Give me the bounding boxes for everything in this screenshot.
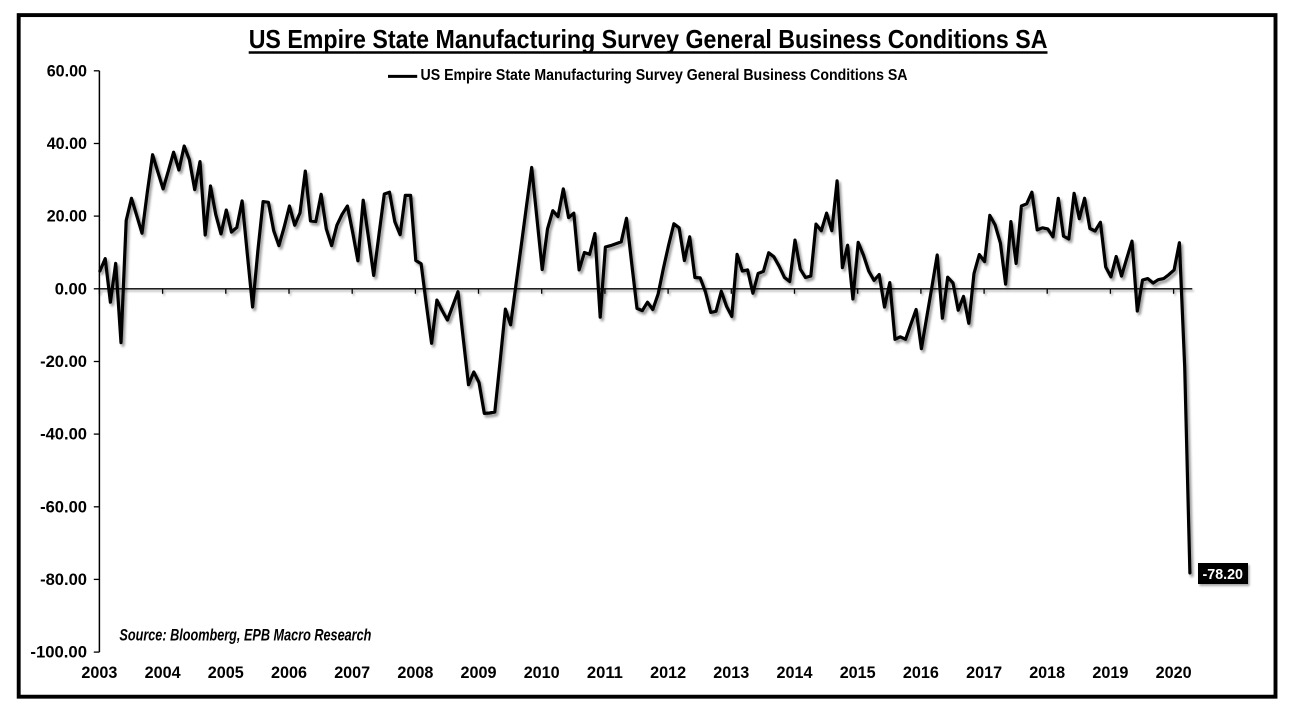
- svg-text:-100.00: -100.00: [30, 643, 87, 662]
- svg-text:2018: 2018: [1029, 663, 1065, 682]
- svg-text:Source: Bloomberg, EPB Macro R: Source: Bloomberg, EPB Macro Research: [119, 626, 371, 644]
- svg-text:2016: 2016: [903, 663, 939, 682]
- svg-text:20.00: 20.00: [47, 207, 87, 226]
- svg-text:2005: 2005: [208, 663, 244, 682]
- svg-text:-60.00: -60.00: [40, 497, 87, 516]
- svg-text:60.00: 60.00: [47, 61, 87, 80]
- svg-text:0.00: 0.00: [55, 279, 87, 298]
- svg-text:2019: 2019: [1092, 663, 1128, 682]
- svg-text:2012: 2012: [650, 663, 686, 682]
- svg-text:2014: 2014: [777, 663, 814, 682]
- svg-text:2017: 2017: [966, 663, 1002, 682]
- svg-text:2004: 2004: [145, 663, 182, 682]
- svg-text:2013: 2013: [713, 663, 749, 682]
- svg-text:2011: 2011: [587, 663, 623, 682]
- svg-text:-20.00: -20.00: [40, 352, 87, 371]
- svg-text:2009: 2009: [461, 663, 497, 682]
- svg-text:US Empire State Manufacturing: US Empire State Manufacturing Survey Gen…: [421, 67, 908, 84]
- svg-text:2010: 2010: [524, 663, 560, 682]
- svg-text:2006: 2006: [271, 663, 307, 682]
- svg-text:-40.00: -40.00: [40, 425, 87, 444]
- svg-text:-78.20: -78.20: [1203, 566, 1244, 583]
- svg-text:2015: 2015: [840, 663, 876, 682]
- svg-text:-80.00: -80.00: [40, 570, 87, 589]
- svg-text:2020: 2020: [1156, 663, 1192, 682]
- svg-text:2007: 2007: [334, 663, 370, 682]
- svg-text:US Empire State Manufacturing: US Empire State Manufacturing Survey Gen…: [249, 24, 1048, 54]
- svg-text:2003: 2003: [81, 663, 117, 682]
- svg-text:40.00: 40.00: [47, 134, 87, 153]
- svg-text:2008: 2008: [397, 663, 433, 682]
